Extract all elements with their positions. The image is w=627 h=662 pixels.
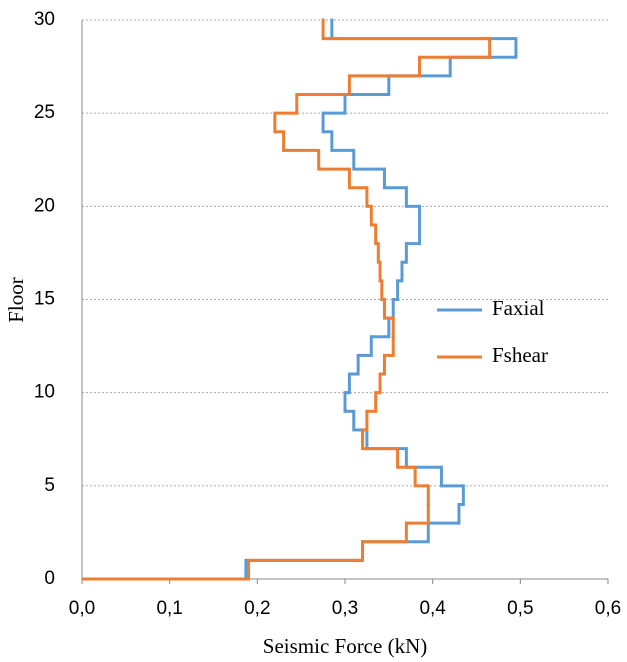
x-axis-label: Seismic Force (kN) (263, 634, 427, 658)
legend-label: Faxial (492, 296, 545, 320)
y-tick-label: 30 (34, 9, 55, 30)
y-tick-label: 0 (44, 568, 55, 589)
legend-label: Fshear (492, 343, 548, 367)
y-tick-label: 15 (34, 289, 55, 310)
y-tick-label: 25 (34, 102, 55, 123)
x-tick-label: 0,1 (156, 598, 182, 619)
x-tick-label: 0,3 (332, 598, 358, 619)
x-tick-label: 0,0 (69, 598, 95, 619)
x-tick-label: 0,2 (244, 598, 270, 619)
y-tick-label: 20 (34, 195, 55, 216)
y-axis-label: Floor (4, 277, 28, 323)
y-tick-label: 10 (34, 382, 55, 403)
x-tick-label: 0,4 (419, 598, 446, 619)
y-tick-label: 5 (44, 475, 55, 496)
x-tick-label: 0,5 (507, 598, 533, 619)
x-tick-label: 0,6 (595, 598, 621, 619)
